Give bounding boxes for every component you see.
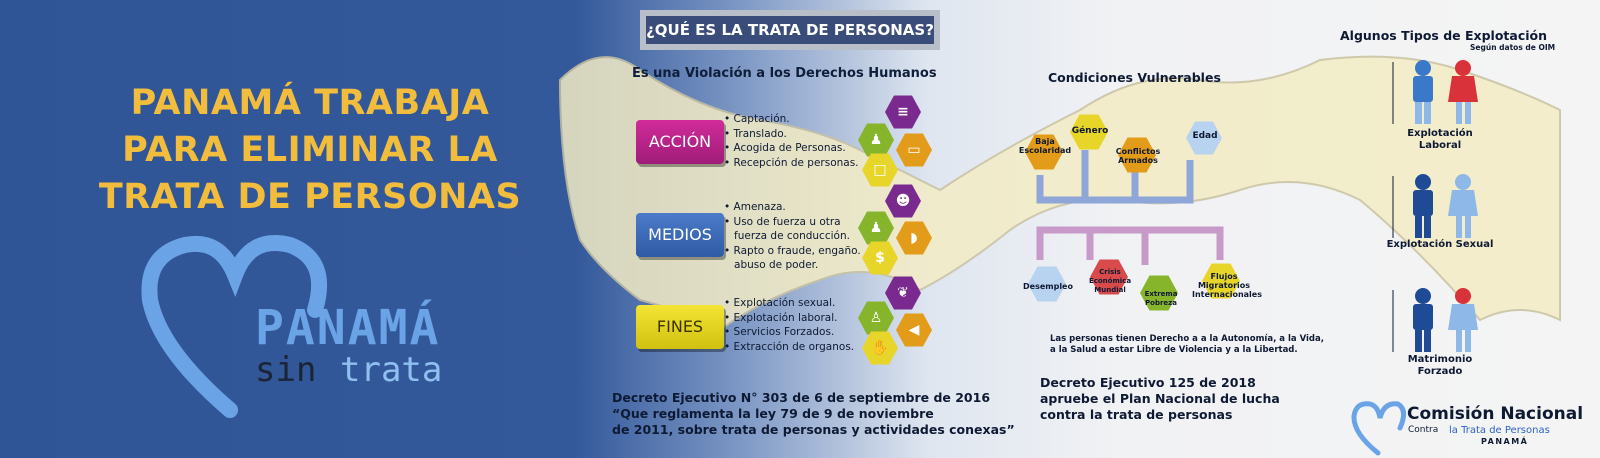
list-item: • Captación. [724,113,790,125]
decreto-303-line-2: “Que reglamenta la ley 79 de 9 de noviem… [612,406,934,421]
list-item: • Recepción de personas. [724,156,859,169]
decreto-125-line-3: contra la trata de personas [1040,407,1233,422]
flujos-icon [1202,263,1240,299]
headline-line-3: TRATA DE PERSONAS [98,177,522,217]
fines-pill: FINES [636,305,724,349]
logo-panama-word: PANAMÁ [255,300,441,356]
rights-text: Las personas tienen Derecho a a la Auton… [1050,334,1324,356]
tipos-subtitle: Según datos de OIM [1470,43,1556,52]
box-icon: □ [862,153,898,187]
headline-line-2: PARA ELIMINAR LA [122,130,498,170]
decreto-303-line-3: de 2011, sobre trata de personas y activ… [612,422,1015,437]
list-item: • Explotación sexual. [724,297,836,309]
headline: PANAMÁ TRABAJA PARA ELIMINAR LA TRATA DE… [40,80,580,221]
list-item: • Extracción de organos. [724,340,855,353]
list-item: • Explotación laboral. [724,311,838,324]
decreto-125-line-1: Decreto Ejecutivo 125 de 2018 [1040,375,1256,390]
truck-icon: ▭ [896,133,932,167]
crisis-icon [1090,259,1128,295]
matrimonio-forzado-label: Matrimonio Forzado [1407,354,1473,377]
people-icon: ♟ [858,211,894,245]
genero-icon [1070,114,1108,150]
conflictos-label: Conflictos Armados [1115,147,1161,165]
person-pair-2 [1392,174,1478,238]
logo-sin-word: sin [255,350,317,390]
fines-list: • Explotación sexual. • Explotación labo… [724,296,854,354]
medios-pill: MEDIOS [636,213,724,257]
explotacion-sexual-label: Explotación Sexual [1386,239,1494,250]
conflictos-icon [1118,137,1156,173]
comision-title: Comisión Nacional [1407,404,1584,424]
desempleo-label: Desempleo [1023,282,1073,291]
comision-trata: la Trata de Personas [1449,425,1550,436]
logo-trata-word: trata [340,350,443,390]
accion-list: • Captación. • Translado. • Acogida de P… [724,112,859,170]
pobreza-label: Extrema Pobreza [1144,290,1178,307]
comision-contra: Contra [1408,425,1439,435]
comision-panama: PANAMÁ [1481,437,1529,446]
decreto-125: Decreto Ejecutivo 125 de 2018 apruebe el… [1040,375,1280,423]
question-box: ¿QUÉ ES LA TRATA DE PERSONAS? [640,10,940,50]
rights-line-1: Las personas tienen Derecho a a la Auton… [1050,334,1324,344]
conditions-title: Condiciones Vulnerables [1048,70,1221,85]
baja-escolaridad-icon [1025,134,1063,170]
rights-line-2: a la Salud a estar Libre de Violencia y … [1050,345,1298,355]
person-pair-3 [1392,288,1478,352]
comision-heart-icon [1351,401,1406,456]
desempleo-icon [1028,266,1066,302]
list-item: • Servicios Forzados. [724,326,835,338]
decreto-303-line-1: Decreto Ejecutivo N° 303 de 6 de septiem… [612,390,991,405]
decreto-303: Decreto Ejecutivo N° 303 de 6 de septiem… [612,390,1015,438]
list-item: • Uso de fuerza u otra [724,215,841,228]
list-item: • Rapto o fraude, engaño. [724,244,861,257]
decreto-125-line-2: apruebe el Plan Nacional de lucha [1040,391,1280,406]
person-threat-icon: ☻ [885,184,921,218]
list-item: • Amenaza. [724,201,786,213]
baja-escolaridad-label: Baja Escolaridad [1018,137,1072,155]
list-item: fuerza de conducción. [724,230,850,242]
conditions-connectors [1036,150,1224,265]
heart-logo-icon [141,235,328,418]
tipos-title: Algunos Tipos de Explotación [1340,28,1548,43]
genero-label: Género [1071,126,1109,136]
medios-list: • Amenaza. • Uso de fuerza u otra fuerza… [724,200,861,273]
explotacion-laboral-label: Explotación Laboral [1407,128,1473,151]
list-item: • Acogida de Personas. [724,142,846,154]
people-icon: ♟ [858,123,894,157]
list-item: • Translado. [724,127,787,140]
flujos-label: Flujos Migratorios Internacionales [1192,272,1262,299]
list-item: abuso de poder. [724,259,819,271]
person-pair-1 [1392,60,1478,124]
headline-line-1: PANAMÁ TRABAJA [130,83,490,123]
pobreza-icon [1140,275,1178,311]
accion-pill: ACCIÓN [636,120,724,164]
edad-label: Edad [1192,131,1218,141]
speaker-icon: ◗ [896,221,932,255]
crisis-label: Crisis Económica Mundial [1088,268,1132,294]
subtitle: Es una Violación a los Derechos Humanos [632,66,937,81]
